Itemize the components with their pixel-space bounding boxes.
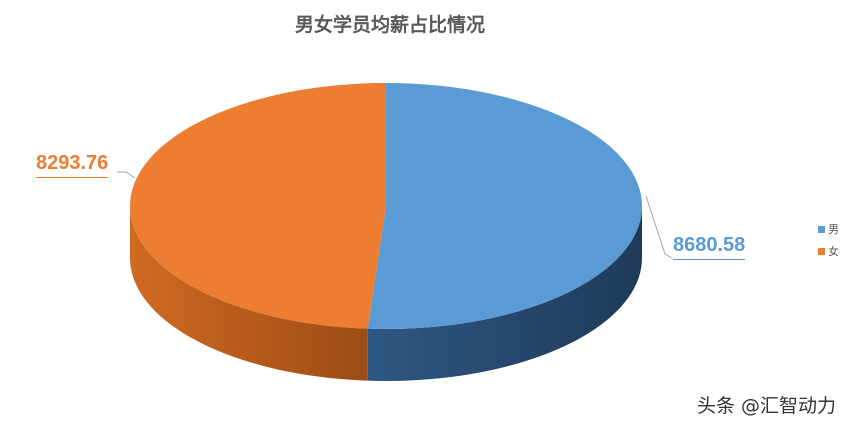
data-label-female: 8293.76	[36, 152, 109, 178]
leader-line-male	[645, 195, 673, 259]
pie-slice-1	[130, 83, 386, 329]
legend-item-female: 女	[818, 243, 839, 259]
data-label-male: 8680.58	[673, 234, 746, 260]
pie-slice-0	[367, 83, 642, 329]
legend-item-male: 男	[818, 221, 839, 237]
watermark: 头条 @汇智动力	[696, 395, 836, 417]
legend-swatch	[818, 247, 825, 255]
leader-line-female	[117, 171, 136, 179]
chart-title: 男女学员均薪占比情况	[294, 14, 485, 36]
slice-side-1	[130, 206, 368, 381]
legend-label: 女	[828, 245, 839, 258]
legend-swatch	[818, 225, 825, 233]
slice-side-0	[367, 206, 642, 381]
legend-label: 男	[828, 223, 839, 236]
